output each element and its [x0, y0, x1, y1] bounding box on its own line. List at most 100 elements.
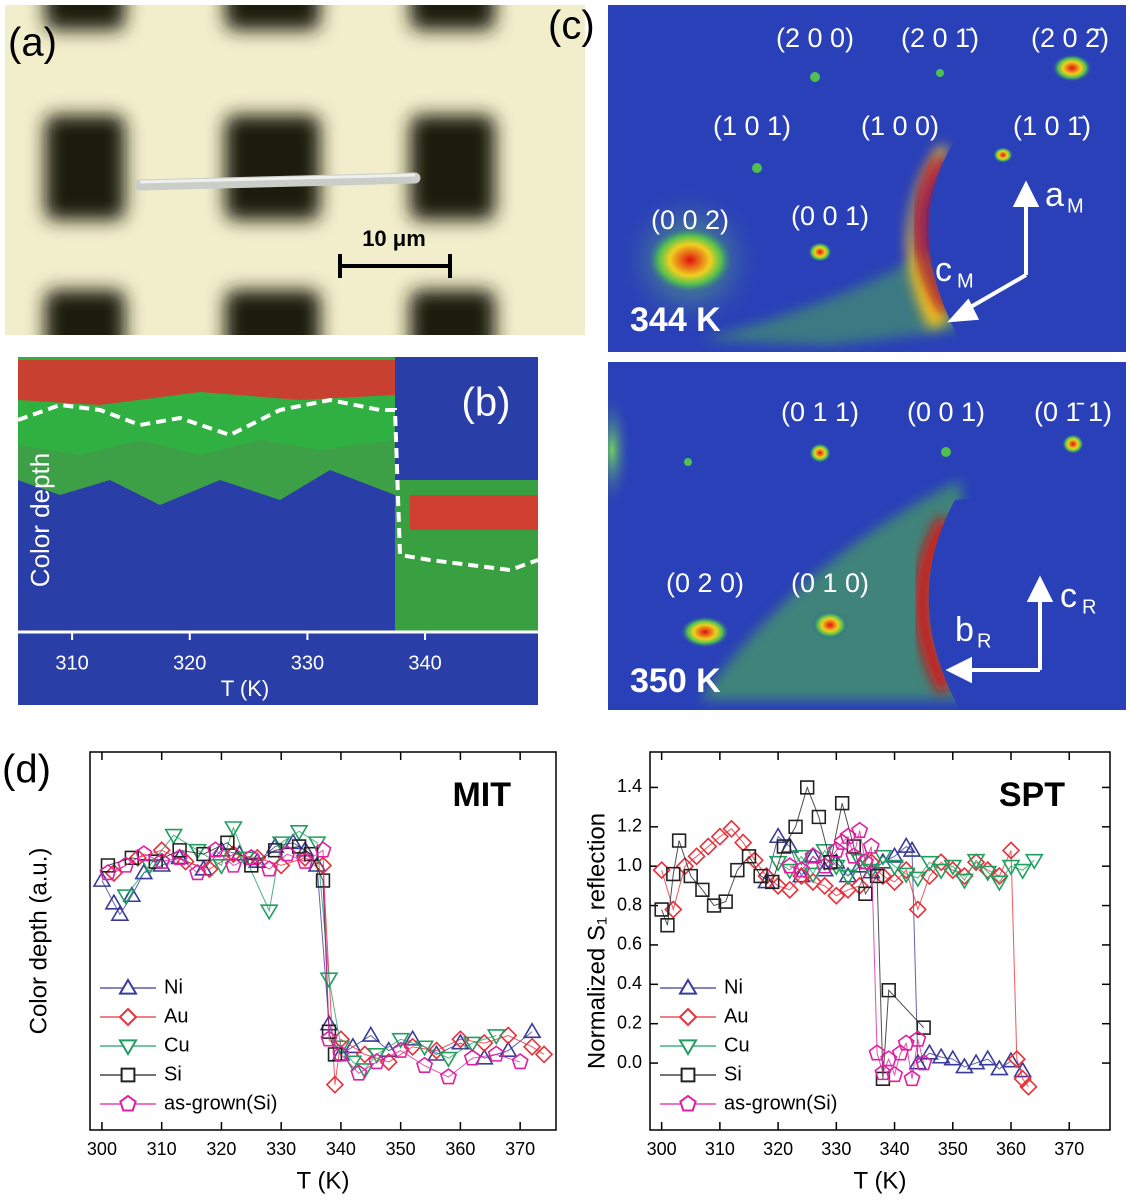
legend-item: Cu [100, 1034, 190, 1056]
axis-subscript: R [1082, 596, 1096, 618]
legend-label: Au [724, 1005, 748, 1027]
legend-marker [680, 1040, 696, 1054]
marker [1015, 865, 1031, 879]
marker [1026, 855, 1042, 869]
x-tick-label: 370 [505, 1139, 535, 1159]
legend-label: Ni [164, 976, 183, 998]
spot-label: (0 1 1) [781, 397, 859, 427]
x-tick-label: 350 [938, 1139, 968, 1159]
axis-name: c [1060, 577, 1077, 615]
x-tick-label: 300 [647, 1139, 677, 1159]
x-tick-label: 330 [291, 652, 324, 674]
spot-label: (0 1̄ 1) [1034, 397, 1112, 427]
series-line [662, 787, 924, 1078]
x-tick-label: 340 [326, 1139, 356, 1159]
figure: (a) 10 μm (b) Color depth T (K) 31032033… [0, 0, 1129, 1200]
y-tick-label: 1.0 [617, 855, 642, 875]
legend-marker [682, 1069, 695, 1082]
spot-label: (0 0 1) [791, 201, 869, 231]
x-tick-label: 350 [386, 1139, 416, 1159]
x-axis-label: T (K) [854, 1167, 907, 1194]
x-tick-label: 330 [821, 1139, 851, 1159]
x-tick-label: 320 [206, 1139, 236, 1159]
annotation: MIT [452, 776, 511, 814]
spot-label: (2 0 0) [776, 23, 854, 53]
spot-label: (2 0 1̄) [901, 23, 979, 53]
x-tick-label: 330 [266, 1139, 296, 1159]
legend-item: as-grown(Si) [100, 1092, 277, 1114]
legend-label: Cu [164, 1034, 190, 1056]
panel-label: (b) [462, 381, 511, 425]
x-tick-label: 360 [445, 1139, 475, 1159]
marker [441, 1069, 456, 1083]
x-tick-label: 310 [147, 1139, 177, 1159]
spot-label: (0 0 2) [651, 205, 729, 235]
axis-subscript: M [957, 270, 974, 292]
legend-item: Au [660, 1005, 748, 1027]
marker [921, 1045, 937, 1059]
x-tick-label: 310 [705, 1139, 735, 1159]
legend-item: Si [660, 1063, 742, 1085]
legend-marker [680, 980, 696, 994]
legend-item: Ni [660, 976, 743, 998]
legend-label: Si [164, 1063, 182, 1085]
marker [291, 826, 307, 840]
x-tick-label: 340 [880, 1139, 910, 1159]
x-tick-label: 360 [996, 1139, 1026, 1159]
legend-item: Au [100, 1005, 188, 1027]
x-axis-label: T (K) [297, 1167, 350, 1194]
x-axis-label: T (K) [221, 676, 269, 701]
axis-name: c [935, 251, 952, 289]
axis-name: b [955, 611, 974, 649]
legend-label: Ni [724, 976, 743, 998]
panel-label: (c) [548, 4, 595, 48]
legend-label: Si [724, 1063, 742, 1085]
legend-label: as-grown(Si) [724, 1092, 837, 1114]
legend-marker [680, 1009, 696, 1025]
spot-label: (2 0 2̄) [1031, 23, 1109, 53]
temperature-label: 350 K [630, 662, 721, 700]
spot-label: (1 0 1̄) [1013, 111, 1091, 141]
marker [166, 830, 182, 844]
marker [524, 1024, 540, 1038]
y-tick-label: 0.6 [617, 934, 642, 954]
temperature-label: 344 K [630, 301, 721, 339]
legend-item: Ni [100, 976, 183, 998]
y-tick-label: 1.2 [617, 816, 642, 836]
spot-label: (0 1 0) [791, 568, 869, 598]
legend-marker [680, 1096, 695, 1110]
marker [980, 1051, 996, 1065]
x-tick-label: 320 [173, 652, 206, 674]
legend-item: as-grown(Si) [660, 1092, 837, 1114]
x-tick-label: 300 [87, 1139, 117, 1159]
x-tick-label: 320 [763, 1139, 793, 1159]
legend-item: Si [100, 1063, 182, 1085]
y-tick-label: 0.0 [617, 1052, 642, 1072]
annotation: SPT [999, 776, 1065, 814]
y-tick-label: 0.2 [617, 1012, 642, 1032]
spot-label: (1 0 1) [713, 111, 791, 141]
x-tick-label: 370 [1054, 1139, 1084, 1159]
y-axis-label: Color depth (a.u.) [25, 848, 52, 1035]
y-axis-label: Normalized S₁ reflection [583, 813, 610, 1069]
legend-marker [120, 1096, 135, 1110]
optical-image [5, 0, 585, 370]
legend-marker [120, 1040, 136, 1054]
axis-name: a [1045, 176, 1064, 214]
legend-marker [122, 1069, 135, 1082]
x-tick-label: 310 [55, 652, 88, 674]
spot-label: (0 2 0) [666, 568, 744, 598]
legend-label: Cu [724, 1034, 750, 1056]
spot-label: (1 0 0) [861, 111, 939, 141]
chart: 300 310 320 330 340 350 360 370 T (K) Color depth… [2, 748, 556, 1195]
legend-marker [120, 980, 136, 994]
scale-label: 10 μm [362, 226, 426, 251]
legend-label: Au [164, 1005, 188, 1027]
legend-marker [120, 1009, 136, 1025]
panel-label: (a) [8, 21, 57, 65]
panel-label: (d) [2, 748, 51, 792]
charts: 300 310 320 330 340 350 360 370 T (K) Color depth… [2, 748, 1110, 1195]
axis-subscript: R [977, 630, 991, 652]
marker [852, 823, 867, 837]
x-tick-label: 340 [408, 652, 441, 674]
